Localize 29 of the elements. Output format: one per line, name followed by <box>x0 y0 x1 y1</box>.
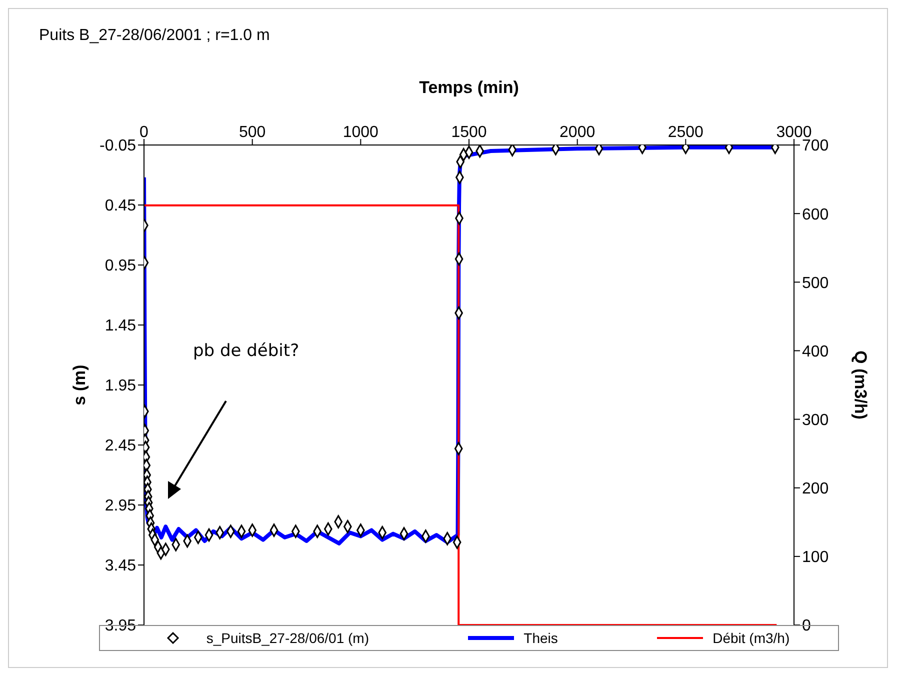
x-axis-title: Temps (min) <box>419 78 519 98</box>
y-tick-label: 0.45 <box>104 198 136 215</box>
annotation: pb de débit? <box>193 341 300 361</box>
y-tick-label: -0.05 <box>100 138 136 155</box>
y-tick-label: 2.95 <box>104 498 136 515</box>
x-tick-label: 0 <box>140 124 149 141</box>
y2-tick-label: 500 <box>802 274 829 292</box>
y-tick-label: 0.95 <box>104 258 136 275</box>
legend-label: s_PuitsB_27-28/06/01 (m) <box>206 630 369 646</box>
y2-tick-label: 100 <box>802 549 829 566</box>
y-axis-title: s (m) <box>70 364 90 406</box>
point <box>508 145 516 156</box>
chart-title: Puits B_27-28/06/2001 ; r=1.0 m <box>39 27 270 45</box>
y2-axis-title: Q (m3/h) <box>850 350 870 420</box>
y2-tick-label: 200 <box>802 480 829 498</box>
y2-tick-label: 400 <box>802 343 829 360</box>
y-tick-label: 1.45 <box>104 318 136 335</box>
y2-tick-label: 300 <box>802 412 829 429</box>
y-tick-label: 1.95 <box>104 378 136 395</box>
legend-label: Débit (m3/h) <box>712 630 790 646</box>
y2-tick-label: 600 <box>802 206 829 224</box>
y-tick-label: 3.45 <box>104 558 136 575</box>
x-tick-label: 500 <box>238 124 266 141</box>
x-tick-label: 1500 <box>451 124 487 141</box>
x-tick-label: 2000 <box>560 124 596 141</box>
legend-label: Theis <box>524 630 558 646</box>
x-tick-label: 1000 <box>342 124 379 141</box>
y-tick-label: 2.45 <box>104 438 136 455</box>
x-tick-label: 2500 <box>668 124 704 141</box>
